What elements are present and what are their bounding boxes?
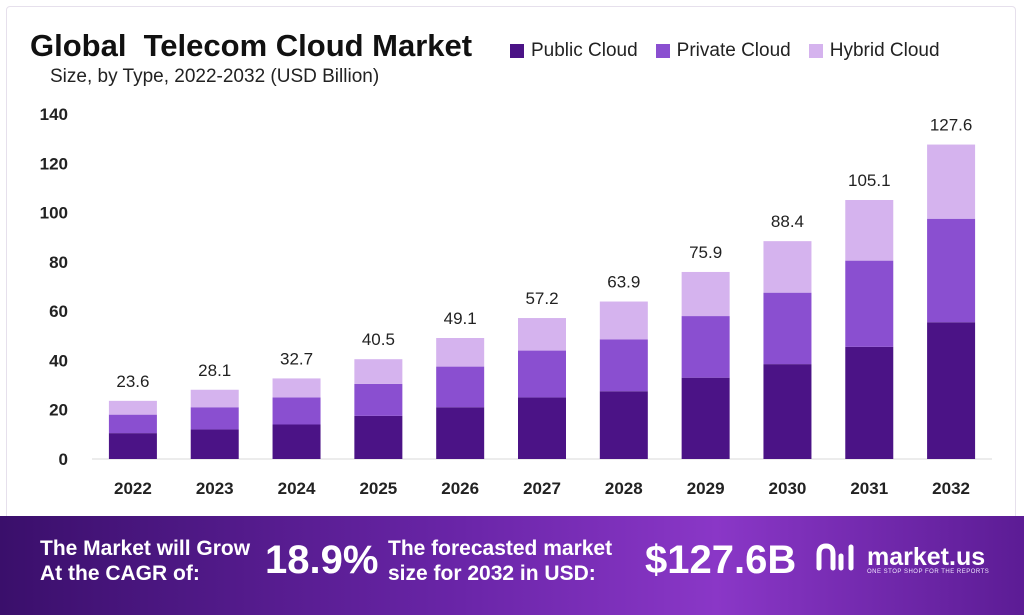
bar-segment-hybrid-cloud: [763, 241, 812, 293]
y-tick-label: 40: [49, 351, 68, 370]
forecast-caption: The forecasted market size for 2032 in U…: [388, 536, 612, 586]
stacked-bar-chart: 0 20 40 60 80 100 120 140 23.6 2022 28.1 2023 32.7 20…: [40, 105, 992, 498]
x-tick-label: 2022: [114, 479, 152, 498]
x-tick-label: 2031: [850, 479, 888, 498]
y-tick-label: 60: [49, 302, 68, 321]
forecast-value: $127.6B: [645, 538, 797, 582]
cagr-caption-line1: The Market will Grow: [40, 537, 251, 560]
bar-segment-private-cloud: [108, 414, 157, 434]
legend-swatch-public-cloud: [510, 44, 524, 58]
bar-segment-private-cloud: [190, 407, 239, 430]
bar-segment-public-cloud: [763, 364, 812, 459]
x-tick-label: 2032: [932, 479, 970, 498]
bar-segment-public-cloud: [681, 377, 730, 459]
legend-swatch-private-cloud: [655, 44, 670, 58]
bar-total-label: 32.7: [280, 349, 313, 368]
bar-segment-hybrid-cloud: [354, 359, 403, 384]
x-tick-label: 2029: [687, 479, 725, 498]
bar-segment-hybrid-cloud: [927, 144, 976, 219]
bar-segment-public-cloud: [354, 415, 403, 459]
brand-tagline: ONE STOP SHOP FOR THE REPORTS: [867, 569, 990, 575]
legend-item-private-cloud: Private Cloud: [655, 40, 791, 62]
legend-label-private-cloud: Private Cloud: [676, 40, 791, 61]
bar-segment-hybrid-cloud: [272, 378, 321, 398]
bar-segment-hybrid-cloud: [599, 301, 648, 340]
bar-segment-private-cloud: [763, 292, 812, 365]
bar-segment-public-cloud: [108, 433, 157, 459]
cagr-caption: The Market will Grow At the CAGR of:: [40, 536, 250, 586]
y-tick-label: 120: [40, 154, 68, 173]
cagr-caption-line2: At the CAGR of:: [40, 562, 200, 585]
y-tick-label: 100: [40, 204, 68, 223]
x-tick-label: 2025: [359, 479, 397, 498]
legend-item-hybrid-cloud: Hybrid Cloud: [808, 40, 940, 62]
legend-swatch-hybrid-cloud: [808, 44, 823, 58]
bar-segment-public-cloud: [190, 429, 239, 459]
x-tick-label: 2024: [278, 479, 316, 498]
bar-total-label: 105.1: [848, 171, 891, 190]
market-us-logo-icon: [816, 543, 854, 571]
bar-total-label: 75.9: [689, 243, 722, 262]
bar-total-label: 23.6: [116, 372, 149, 391]
x-tick-label: 2027: [523, 479, 561, 498]
chart-legend: Public Cloud Private Cloud Hybrid Cloud: [510, 40, 958, 62]
bar-segment-private-cloud: [272, 397, 321, 425]
bar-segment-public-cloud: [845, 346, 894, 459]
bar-total-label: 57.2: [525, 289, 558, 308]
bar-segment-private-cloud: [681, 316, 730, 378]
bar-total-label: 40.5: [362, 330, 395, 349]
forecast-caption-line2: size for 2032 in USD:: [388, 562, 596, 585]
bar-segment-hybrid-cloud: [845, 200, 894, 261]
x-tick-label: 2028: [605, 479, 643, 498]
bar-segment-hybrid-cloud: [436, 338, 485, 367]
bar-segment-private-cloud: [354, 383, 403, 416]
bar-segment-public-cloud: [599, 391, 648, 459]
legend-label-hybrid-cloud: Hybrid Cloud: [829, 40, 940, 61]
x-tick-label: 2030: [769, 479, 807, 498]
bar-segment-public-cloud: [518, 397, 566, 459]
bar-segment-private-cloud: [518, 350, 566, 398]
bar-segment-private-cloud: [927, 218, 976, 323]
chart-title: Global Telecom Cloud Market: [30, 28, 473, 63]
bar-segment-hybrid-cloud: [681, 271, 730, 317]
x-tick-label: 2026: [441, 479, 479, 498]
cagr-value: 18.9%: [265, 538, 379, 582]
bar-total-label: 49.1: [444, 309, 477, 328]
bar-segment-public-cloud: [272, 424, 321, 459]
bar-total-label: 28.1: [198, 361, 231, 380]
bar-segment-private-cloud: [599, 339, 648, 392]
chart-subtitle: Size, by Type, 2022-2032 (USD Billion): [50, 66, 380, 87]
bar-total-label: 127.6: [930, 116, 973, 135]
brand-name: market.us: [867, 542, 986, 571]
brand-logo: market.us ONE STOP SHOP FOR THE REPORTS: [815, 538, 989, 576]
legend-label-public-cloud: Public Cloud: [531, 40, 638, 61]
bar-total-label: 88.4: [771, 212, 804, 231]
y-tick-label: 0: [59, 450, 68, 469]
bar-segment-public-cloud: [927, 322, 976, 459]
bar-total-label: 63.9: [607, 273, 640, 292]
y-tick-label: 140: [40, 105, 68, 124]
bar-segment-private-cloud: [436, 366, 485, 408]
x-tick-label: 2023: [196, 479, 234, 498]
legend-item-public-cloud: Public Cloud: [510, 40, 638, 62]
bar-segment-hybrid-cloud: [108, 400, 157, 415]
y-tick-label: 20: [49, 401, 68, 420]
forecast-caption-line1: The forecasted market: [388, 537, 613, 560]
bar-segment-public-cloud: [436, 407, 485, 459]
bar-segment-private-cloud: [845, 260, 894, 347]
bar-segment-hybrid-cloud: [518, 318, 566, 351]
summary-banner: The Market will Grow At the CAGR of: 18.…: [0, 516, 1024, 615]
y-tick-label: 80: [49, 253, 68, 272]
bar-segment-hybrid-cloud: [190, 389, 239, 408]
